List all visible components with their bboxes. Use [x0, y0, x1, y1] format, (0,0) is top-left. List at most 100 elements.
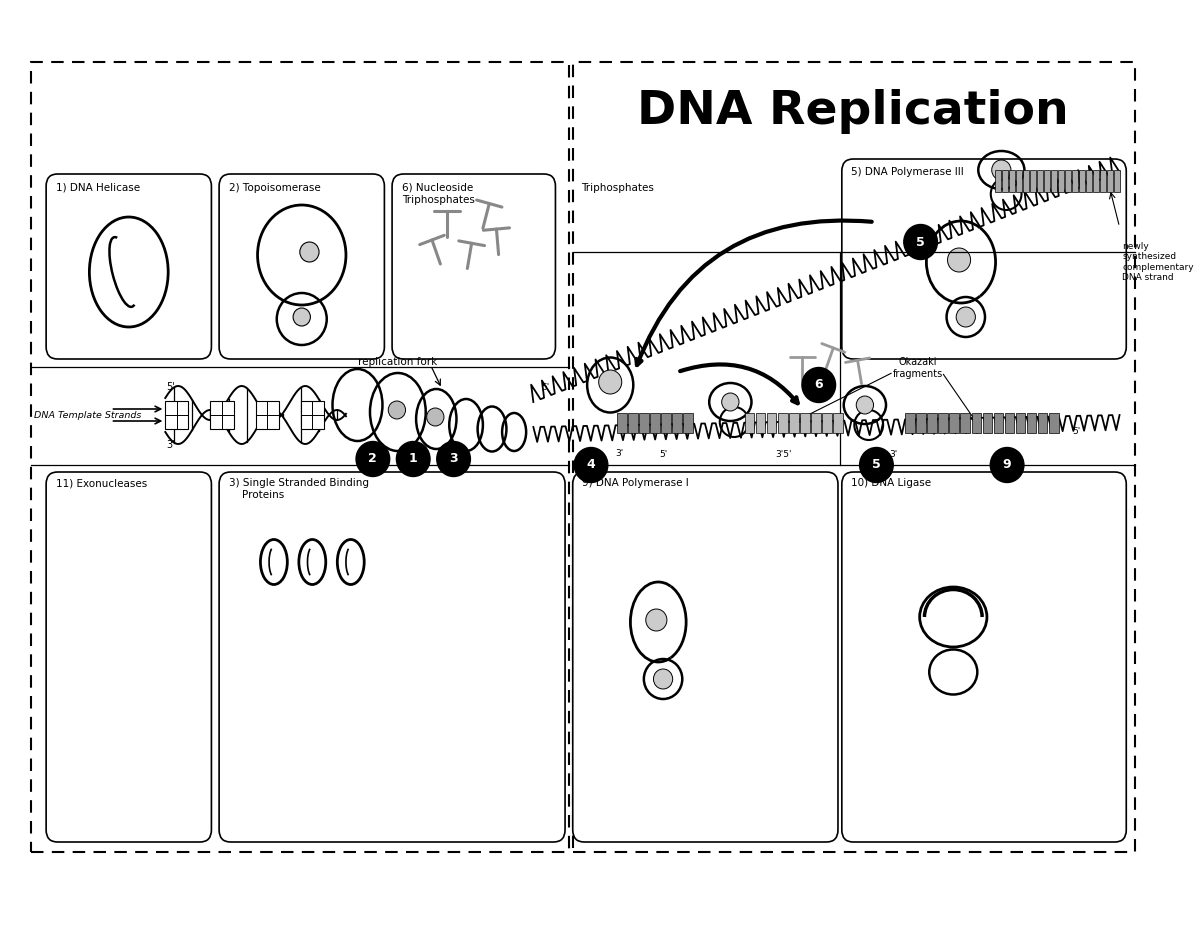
Bar: [1015, 413, 1025, 433]
Text: 5': 5': [541, 383, 550, 392]
Text: DNA Replication: DNA Replication: [637, 90, 1069, 134]
Bar: [938, 413, 948, 433]
Bar: [994, 413, 1003, 433]
Bar: [628, 413, 637, 433]
Bar: [822, 413, 832, 433]
Circle shape: [437, 441, 470, 476]
Bar: [995, 170, 1001, 192]
Bar: [917, 413, 926, 433]
Circle shape: [396, 441, 430, 476]
Bar: [778, 413, 787, 433]
Text: 5: 5: [872, 459, 881, 472]
Bar: [788, 413, 798, 433]
Circle shape: [300, 242, 319, 262]
Text: 3': 3': [167, 440, 175, 450]
Text: 2) Topoisomerase: 2) Topoisomerase: [229, 183, 320, 193]
Text: 9) DNA Polymerase I: 9) DNA Polymerase I: [582, 478, 689, 488]
Text: 6) Nucleoside
Triphosphates: 6) Nucleoside Triphosphates: [402, 183, 474, 205]
FancyBboxPatch shape: [572, 472, 838, 842]
Text: 3': 3': [889, 450, 898, 459]
FancyBboxPatch shape: [842, 472, 1127, 842]
Bar: [1100, 170, 1106, 192]
Circle shape: [956, 307, 976, 327]
Bar: [650, 413, 660, 433]
Bar: [166, 401, 188, 429]
Bar: [640, 413, 649, 433]
FancyBboxPatch shape: [46, 472, 211, 842]
Circle shape: [427, 408, 444, 426]
Bar: [1009, 170, 1015, 192]
Bar: [1030, 170, 1036, 192]
Bar: [1015, 170, 1022, 192]
Bar: [1086, 170, 1092, 192]
Circle shape: [574, 448, 608, 482]
Text: 5: 5: [917, 235, 925, 248]
Text: Triphosphates: Triphosphates: [581, 183, 654, 193]
FancyBboxPatch shape: [842, 159, 1127, 359]
Text: replication fork: replication fork: [358, 357, 437, 367]
Bar: [767, 413, 776, 433]
FancyBboxPatch shape: [220, 174, 384, 359]
Text: Okazaki
fragments: Okazaki fragments: [893, 357, 943, 378]
Circle shape: [904, 224, 937, 260]
Bar: [1027, 413, 1037, 433]
Bar: [1037, 170, 1043, 192]
Bar: [672, 413, 682, 433]
Circle shape: [389, 401, 406, 419]
Bar: [1022, 170, 1028, 192]
Text: 9: 9: [1003, 459, 1012, 472]
Bar: [1002, 170, 1008, 192]
Circle shape: [990, 448, 1024, 482]
Circle shape: [857, 396, 874, 414]
Bar: [1093, 170, 1099, 192]
Text: DNA Template Strands: DNA Template Strands: [34, 411, 142, 420]
Bar: [256, 401, 278, 429]
Circle shape: [721, 393, 739, 411]
Text: 3: 3: [449, 452, 458, 465]
Text: 5) DNA Polymerase III: 5) DNA Polymerase III: [852, 167, 964, 177]
Bar: [617, 413, 626, 433]
Text: 2: 2: [368, 452, 377, 465]
Bar: [949, 413, 959, 433]
Bar: [661, 413, 671, 433]
Bar: [800, 413, 810, 433]
Text: 3': 3': [616, 449, 624, 458]
Circle shape: [948, 248, 971, 272]
Bar: [972, 413, 982, 433]
Bar: [1057, 170, 1064, 192]
Text: 4: 4: [587, 459, 595, 472]
Text: 3) Single Stranded Binding
    Proteins: 3) Single Stranded Binding Proteins: [229, 478, 368, 500]
Bar: [210, 401, 234, 429]
Bar: [1051, 170, 1057, 192]
Bar: [960, 413, 970, 433]
Bar: [1106, 170, 1114, 192]
Text: 5': 5': [1072, 427, 1080, 436]
Bar: [1049, 413, 1058, 433]
Circle shape: [802, 367, 835, 402]
FancyBboxPatch shape: [46, 174, 211, 359]
Bar: [833, 413, 842, 433]
Bar: [745, 413, 755, 433]
Circle shape: [599, 370, 622, 394]
Bar: [811, 413, 821, 433]
Bar: [683, 413, 692, 433]
Circle shape: [293, 308, 311, 326]
Bar: [1079, 170, 1085, 192]
Bar: [1064, 170, 1072, 192]
Bar: [301, 401, 324, 429]
Bar: [1114, 170, 1120, 192]
Text: 10) DNA Ligase: 10) DNA Ligase: [852, 478, 931, 488]
Circle shape: [991, 160, 1010, 180]
Circle shape: [646, 609, 667, 631]
Circle shape: [859, 448, 893, 482]
Bar: [756, 413, 766, 433]
Text: 6: 6: [815, 378, 823, 391]
Bar: [1072, 170, 1078, 192]
FancyBboxPatch shape: [220, 472, 565, 842]
Bar: [1044, 170, 1050, 192]
Circle shape: [356, 441, 390, 476]
Text: 11) Exonucleases: 11) Exonucleases: [55, 478, 146, 488]
Text: 1) DNA Helicase: 1) DNA Helicase: [55, 183, 140, 193]
Circle shape: [654, 669, 673, 689]
Text: 5': 5': [659, 450, 667, 459]
